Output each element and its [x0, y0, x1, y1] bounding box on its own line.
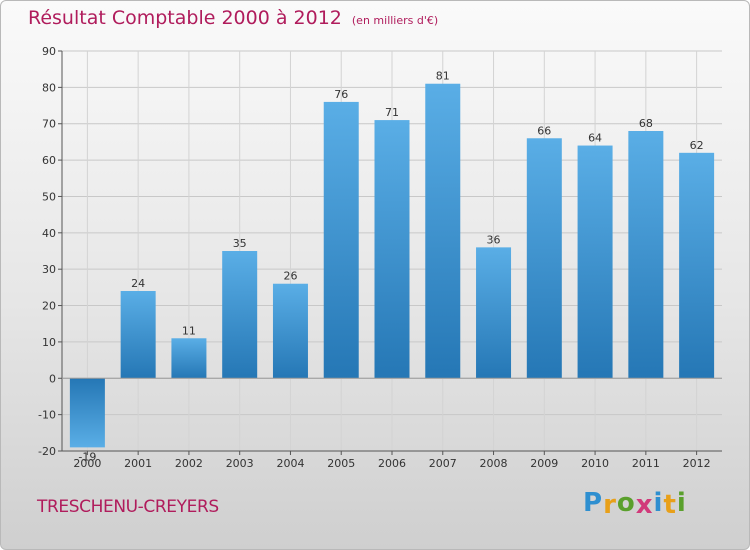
data-label-2011: 68: [639, 117, 653, 130]
data-label-2001: 24: [131, 277, 145, 290]
y-tick-label: 80: [42, 81, 56, 94]
x-tick-label: 2000: [73, 457, 101, 470]
bar-2008: [476, 247, 512, 379]
bar-2003: [222, 251, 258, 379]
bar-2001: [120, 291, 156, 379]
bar-2004: [272, 283, 308, 379]
data-label-2000: -19: [78, 450, 96, 463]
bar-2002: [171, 338, 207, 379]
y-tick-label: 0: [49, 372, 56, 385]
x-tick-label: 2008: [480, 457, 508, 470]
data-label-2006: 71: [385, 106, 399, 119]
bar-2012: [679, 152, 715, 379]
commune-name: TRESCHENU-CREYERS: [37, 497, 219, 517]
bars-layer: -19 24 11 35 26 76 71 81 36 66 64 68 62: [69, 70, 715, 463]
chart-title: Résultat Comptable 2000 à 2012: [28, 7, 342, 29]
logo-letter: o: [616, 488, 636, 518]
bar-2011: [628, 131, 664, 379]
x-tick-label: 2002: [175, 457, 203, 470]
data-label-2005: 76: [334, 88, 348, 101]
bar-2010: [577, 145, 613, 379]
y-tick-label: 20: [42, 300, 56, 313]
logo-letter: P: [583, 488, 604, 518]
y-tick-label: 70: [42, 118, 56, 131]
axis-layer: -20 -10 0 10 20 30 40 50 60 70 80 90 2000 2001 2002 200…: [38, 45, 722, 470]
bar-2006: [374, 120, 410, 379]
y-tick-label: 50: [42, 190, 56, 203]
y-tick-label: -10: [38, 409, 56, 422]
logo-letter: i: [676, 488, 687, 518]
x-tick-label: 2004: [276, 457, 304, 470]
chart-title-block: Résultat Comptable 2000 à 2012 (en millie…: [28, 7, 438, 29]
logo-letter: x: [635, 490, 654, 520]
data-label-2004: 26: [283, 270, 297, 283]
data-label-2010: 64: [588, 132, 602, 145]
x-tick-label: 2003: [226, 457, 254, 470]
y-tick-label: -20: [38, 445, 56, 458]
x-tick-label: 2011: [632, 457, 660, 470]
y-tick-label: 30: [42, 263, 56, 276]
x-tick-label: 2009: [530, 457, 558, 470]
data-label-2009: 66: [537, 124, 551, 137]
logo-letter: t: [663, 490, 677, 520]
y-tick-label: 40: [42, 227, 56, 240]
y-tick-label: 60: [42, 154, 56, 167]
bar-2000: [69, 378, 105, 448]
x-tick-label: 2005: [327, 457, 355, 470]
data-label-2008: 36: [487, 233, 501, 246]
x-tick-label: 2006: [378, 457, 406, 470]
bar-2009: [526, 138, 562, 379]
data-label-2002: 11: [182, 324, 196, 337]
data-label-2012: 62: [690, 139, 704, 152]
data-label-2003: 35: [233, 237, 247, 250]
data-label-2007: 81: [436, 70, 450, 83]
y-tick-label: 10: [42, 336, 56, 349]
chart-subtitle: (en milliers d'€): [351, 14, 439, 27]
bar-2007: [425, 83, 461, 379]
y-tick-label: 90: [42, 45, 56, 58]
x-tick-label: 2010: [581, 457, 609, 470]
x-tick-label: 2012: [683, 457, 711, 470]
x-tick-label: 2001: [124, 457, 152, 470]
x-tick-label: 2007: [429, 457, 457, 470]
logo-letter: i: [653, 488, 664, 518]
proxiti-logo[interactable]: Proxiti: [583, 488, 687, 520]
logo-letter: r: [603, 490, 617, 520]
bar-2005: [323, 101, 359, 379]
